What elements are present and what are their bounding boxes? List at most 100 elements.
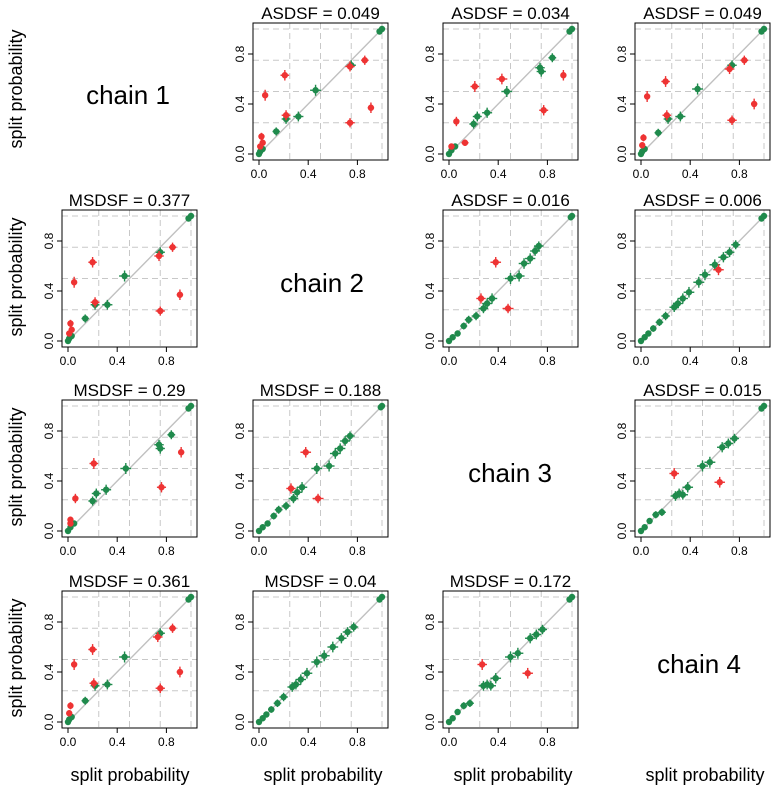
y-tick-label: 0.0 [615, 145, 629, 162]
split-point-discordant [715, 267, 721, 273]
y-tick-label: 0.4 [42, 472, 56, 489]
split-point [655, 130, 661, 136]
col-1-x-label: split probability [70, 765, 189, 785]
split-point [650, 325, 656, 331]
split-point [686, 289, 692, 295]
x-tick-label: 0.4 [109, 544, 126, 558]
x-tick-label: 0.4 [490, 354, 507, 368]
split-point [488, 683, 494, 689]
split-point [379, 403, 385, 409]
y-tick-label: 0.8 [423, 232, 437, 249]
panel-title: MSDSF = 0.04 [265, 572, 377, 591]
split-point [677, 113, 683, 119]
split-point [321, 653, 327, 659]
split-point [314, 465, 320, 471]
split-point [527, 635, 533, 641]
split-point [675, 300, 681, 306]
panel-r2c4: 0.0 0.4 0.80.00.40.8ASDSF = 0.006 [615, 191, 770, 368]
x-tick-label: 0.4 [109, 354, 126, 368]
split-point-discordant [89, 259, 95, 265]
panel-title: MSDSF = 0.377 [69, 191, 190, 210]
split-point [527, 255, 533, 261]
x-tick-label: 0.0 [633, 167, 650, 181]
y-tick-label: 0.4 [42, 282, 56, 299]
x-tick-label: 0.0 [441, 354, 458, 368]
y-tick-label: 0.4 [233, 472, 247, 489]
split-point-discordant [644, 93, 650, 99]
y-tick-label: 0.8 [233, 422, 247, 439]
split-point [264, 520, 270, 526]
split-point [104, 681, 110, 687]
split-point [569, 594, 575, 600]
split-point [761, 213, 767, 219]
split-point [351, 624, 357, 630]
chain-4-label: chain 4 [657, 649, 741, 679]
split-point [188, 594, 194, 600]
split-point [379, 594, 385, 600]
split-point [539, 626, 545, 632]
split-point [656, 319, 662, 325]
split-point [326, 463, 332, 469]
x-tick-label: 0.0 [441, 735, 458, 749]
split-point-discordant [448, 143, 454, 149]
split-point [515, 650, 521, 656]
row-2-y-label: split probability [6, 217, 26, 336]
split-point-discordant [662, 78, 668, 84]
split-point [646, 518, 652, 524]
split-point [680, 492, 686, 498]
panel-title: MSDSF = 0.188 [260, 381, 381, 400]
split-point-discordant [741, 57, 747, 63]
split-point-discordant [640, 135, 646, 141]
panel-r3c1: 0.0 0.4 0.80.00.40.8MSDSF = 0.29 [42, 381, 197, 558]
split-point [473, 313, 479, 319]
split-point [569, 213, 575, 219]
split-point-discordant [282, 72, 288, 78]
split-point-discordant [155, 634, 161, 640]
panel-title: ASDSF = 0.049 [261, 4, 380, 23]
split-point-discordant [67, 517, 73, 523]
split-point [82, 698, 88, 704]
y-tick-label: 0.0 [42, 713, 56, 730]
split-point [273, 128, 279, 134]
split-point [344, 629, 350, 635]
panel-title: ASDSF = 0.016 [451, 191, 570, 210]
x-tick-label: 0.4 [300, 735, 317, 749]
y-tick-label: 0.8 [42, 422, 56, 439]
panel-r3c2: 0.0 0.4 0.80.00.40.8MSDSF = 0.188 [233, 381, 388, 558]
chain-2-label: chain 2 [280, 268, 364, 298]
split-point [188, 213, 194, 219]
y-tick-label: 0.8 [423, 613, 437, 630]
panel-r2c1: 0.0 0.4 0.80.00.40.8MSDSF = 0.377 [42, 191, 197, 368]
panel-r1c3: 0.0 0.4 0.8 0.0 0.4 0.8 ASDSF = 0.034 [423, 4, 578, 181]
y-tick-label: 0.4 [423, 282, 437, 299]
panel-r4c2: 0.0 0.4 0.80.00.40.8MSDSF = 0.04 [233, 572, 388, 749]
split-point [504, 88, 510, 94]
panel-title: ASDSF = 0.015 [643, 381, 762, 400]
panel-title: ASDSF = 0.049 [643, 4, 762, 23]
split-point-discordant [347, 120, 353, 126]
y-tick-label: 0.0 [423, 332, 437, 349]
split-point [696, 279, 702, 285]
split-point [467, 700, 473, 706]
split-point [449, 715, 455, 721]
split-point-discordant [453, 118, 459, 124]
y-tick-label: 0.4 [615, 282, 629, 299]
y-tick-label: 0.0 [423, 713, 437, 730]
split-point [569, 26, 575, 32]
x-tick-label: 0.4 [682, 167, 699, 181]
split-point-discordant [157, 308, 163, 314]
panel-r4c1: 0.0 0.4 0.80.00.40.8MSDSF = 0.361 [42, 572, 197, 749]
split-point-discordant [258, 133, 264, 139]
col-2-x-label: split probability [263, 765, 382, 785]
split-point-discordant [368, 105, 374, 111]
split-point [93, 490, 99, 496]
split-point [304, 670, 310, 676]
y-tick-label: 0.0 [233, 145, 247, 162]
x-tick-label: 0.4 [490, 735, 507, 749]
chain-1-label: chain 1 [86, 80, 170, 110]
x-tick-label: 0.0 [60, 735, 77, 749]
x-tick-label: 0.0 [60, 354, 77, 368]
split-point [725, 440, 731, 446]
split-point-discordant [66, 330, 72, 336]
split-point-discordant [505, 305, 511, 311]
